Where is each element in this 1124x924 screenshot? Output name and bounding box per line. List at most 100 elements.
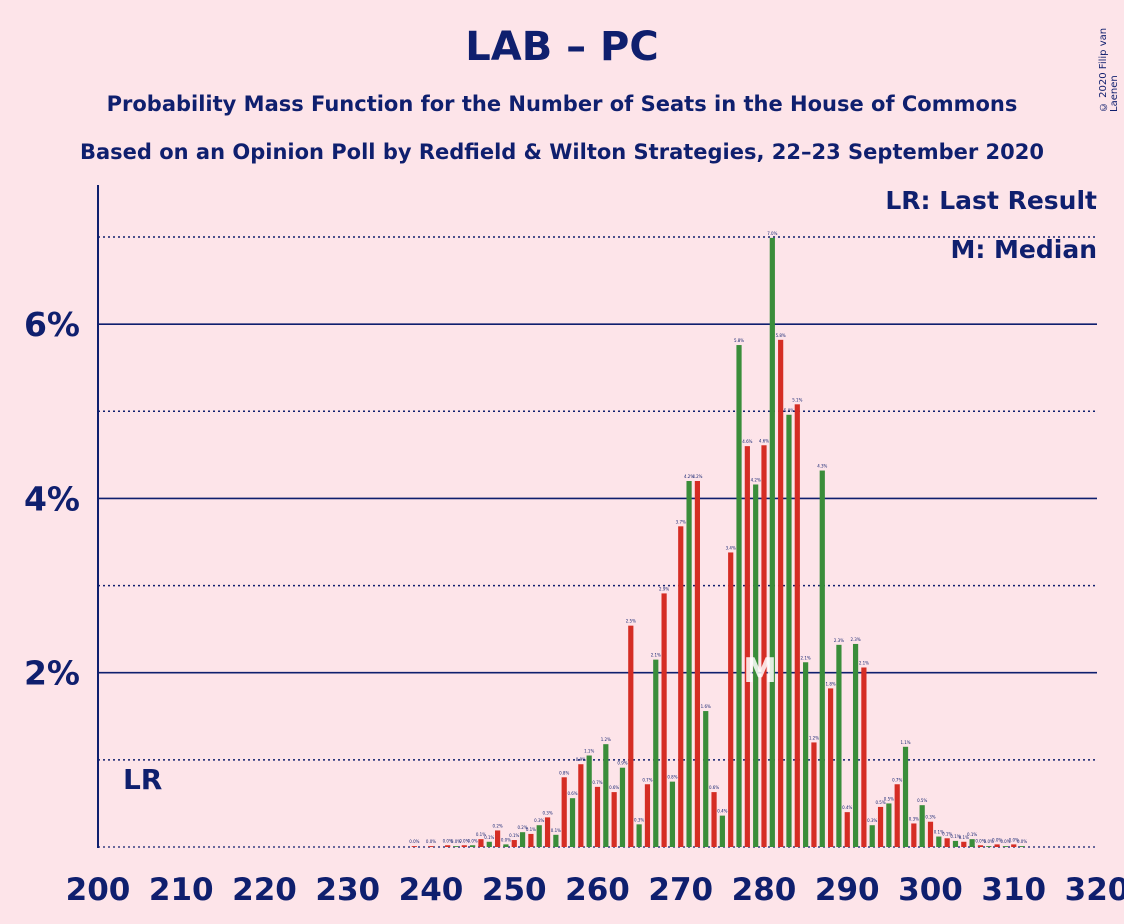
bar-seat-303 xyxy=(952,840,959,847)
bar-seat-269 xyxy=(669,781,676,847)
bar-seat-258 xyxy=(578,764,584,847)
bar-seat-292 xyxy=(861,667,867,847)
bar-seat-288 xyxy=(828,688,834,847)
bar-seat-307 xyxy=(986,846,992,847)
bar-seat-278 xyxy=(744,446,750,847)
bar-value-label: 2.9% xyxy=(659,586,669,591)
bar-seat-252 xyxy=(528,833,534,847)
bar-value-label: 0.2% xyxy=(493,823,503,828)
bar-seat-311 xyxy=(1019,846,1025,847)
x-tick-label: 310 xyxy=(981,872,1046,908)
bar-seat-287 xyxy=(819,470,825,847)
x-tick-label: 210 xyxy=(149,872,214,908)
bar-value-label: 5.8% xyxy=(734,338,744,343)
x-tick-label: 320 xyxy=(1065,872,1124,908)
legend-last-result: LR: Last Result xyxy=(885,186,1097,215)
bar-value-label: 0.3% xyxy=(867,818,877,823)
bar-seat-255 xyxy=(553,834,559,847)
bar-seat-265 xyxy=(636,824,642,847)
bar-seat-275 xyxy=(719,815,725,847)
bar-seat-246 xyxy=(478,839,484,847)
bar-value-label: 0.0% xyxy=(443,838,453,843)
bar-value-label: 4.3% xyxy=(817,464,827,469)
bar-seat-296 xyxy=(894,784,900,847)
bar-seat-299 xyxy=(919,805,925,847)
bar-value-label: 2.1% xyxy=(859,660,869,665)
bar-value-label: 0.0% xyxy=(1000,839,1010,844)
bar-value-label: 0.5% xyxy=(884,796,894,801)
bar-value-label: 2.1% xyxy=(651,653,661,658)
bar-seat-245 xyxy=(470,845,476,847)
bar-value-label: 0.2% xyxy=(517,825,527,830)
legend-median: M: Median xyxy=(950,235,1097,264)
bar-seat-283 xyxy=(786,414,792,847)
y-tick-label: 2% xyxy=(24,654,80,693)
bar-seat-286 xyxy=(811,742,817,847)
bar-value-label: 0.3% xyxy=(534,818,544,823)
bar-seat-249 xyxy=(503,844,509,847)
chart-source-line: Based on an Opinion Poll by Redfield & W… xyxy=(79,140,1044,164)
bar-seat-281 xyxy=(769,237,775,847)
bar-seat-279 xyxy=(753,484,759,847)
bar-seat-273 xyxy=(703,711,709,847)
bar-seat-302 xyxy=(944,838,950,847)
bar-value-label: 0.1% xyxy=(934,830,944,835)
bar-seat-300 xyxy=(927,821,934,847)
bar-value-label: 0.9% xyxy=(617,761,627,766)
bar-value-label: 0.0% xyxy=(451,839,461,844)
bar-seat-304 xyxy=(961,841,967,847)
bar-value-label: 2.5% xyxy=(626,619,636,624)
bar-value-label: 4.6% xyxy=(759,438,769,443)
bar-value-label: 3.4% xyxy=(726,545,736,550)
bar-seat-277 xyxy=(736,345,742,847)
bar-seat-250 xyxy=(511,840,517,847)
bar-seat-285 xyxy=(803,662,809,847)
chart-subtitle: Probability Mass Function for the Number… xyxy=(106,92,1018,116)
bar-value-label: 0.1% xyxy=(476,832,486,837)
bar-value-label: 0.1% xyxy=(526,827,536,832)
bar-seat-259 xyxy=(586,755,592,847)
bar-value-label: 5.1% xyxy=(792,397,802,402)
bar-value-label: 0.6% xyxy=(609,785,619,790)
bar-seat-266 xyxy=(644,784,651,847)
bar-seat-270 xyxy=(678,526,684,847)
bar-value-label: 0.0% xyxy=(1017,839,1027,844)
bar-seat-260 xyxy=(594,786,601,847)
bar-value-label: 4.2% xyxy=(692,474,702,479)
bar-value-label: 0.8% xyxy=(559,770,569,775)
bar-seat-268 xyxy=(661,593,667,847)
bar-seat-261 xyxy=(603,744,609,847)
bar-seat-272 xyxy=(694,481,700,847)
bar-value-label: 0.0% xyxy=(975,838,985,843)
bar-seat-309 xyxy=(1002,846,1009,847)
bar-value-label: 0.0% xyxy=(468,838,478,843)
bar-seat-257 xyxy=(569,798,576,847)
bar-value-label: 1.6% xyxy=(701,704,711,709)
bar-seat-305 xyxy=(969,839,975,847)
bar-value-label: 3.7% xyxy=(676,519,686,524)
x-tick-label: 260 xyxy=(565,872,630,908)
bar-value-label: 1.2% xyxy=(809,735,819,740)
x-tick-label: 230 xyxy=(315,872,380,908)
bar-value-label: 0.7% xyxy=(592,780,602,785)
bar-value-label: 0.9% xyxy=(576,757,586,762)
bar-seat-295 xyxy=(886,803,892,847)
gridlines xyxy=(98,236,1097,848)
bar-seat-238 xyxy=(411,846,417,847)
bar-seat-290 xyxy=(844,812,850,847)
bar-value-label: 2.1% xyxy=(801,655,811,660)
bar-seat-276 xyxy=(728,552,734,847)
y-tick-label: 6% xyxy=(24,305,80,344)
bar-value-labels: 0.0% 0.0% 0.0%0.0%0.0%0.0%0.1%0.1%0.2%0.0%… xyxy=(409,231,1027,844)
bar-seat-306 xyxy=(977,845,984,847)
bar-value-label: 0.1% xyxy=(942,831,952,836)
y-tick-label: 4% xyxy=(24,479,80,518)
bar-value-label: 0.7% xyxy=(892,777,902,782)
bar-seat-248 xyxy=(495,830,501,847)
bar-value-label: 5.8% xyxy=(776,333,786,338)
bar-value-label: 0.1% xyxy=(967,832,977,837)
x-tick-label: 290 xyxy=(815,872,880,908)
bar-value-label: 7.0% xyxy=(767,231,777,236)
bar-value-label: 0.3% xyxy=(542,810,552,815)
